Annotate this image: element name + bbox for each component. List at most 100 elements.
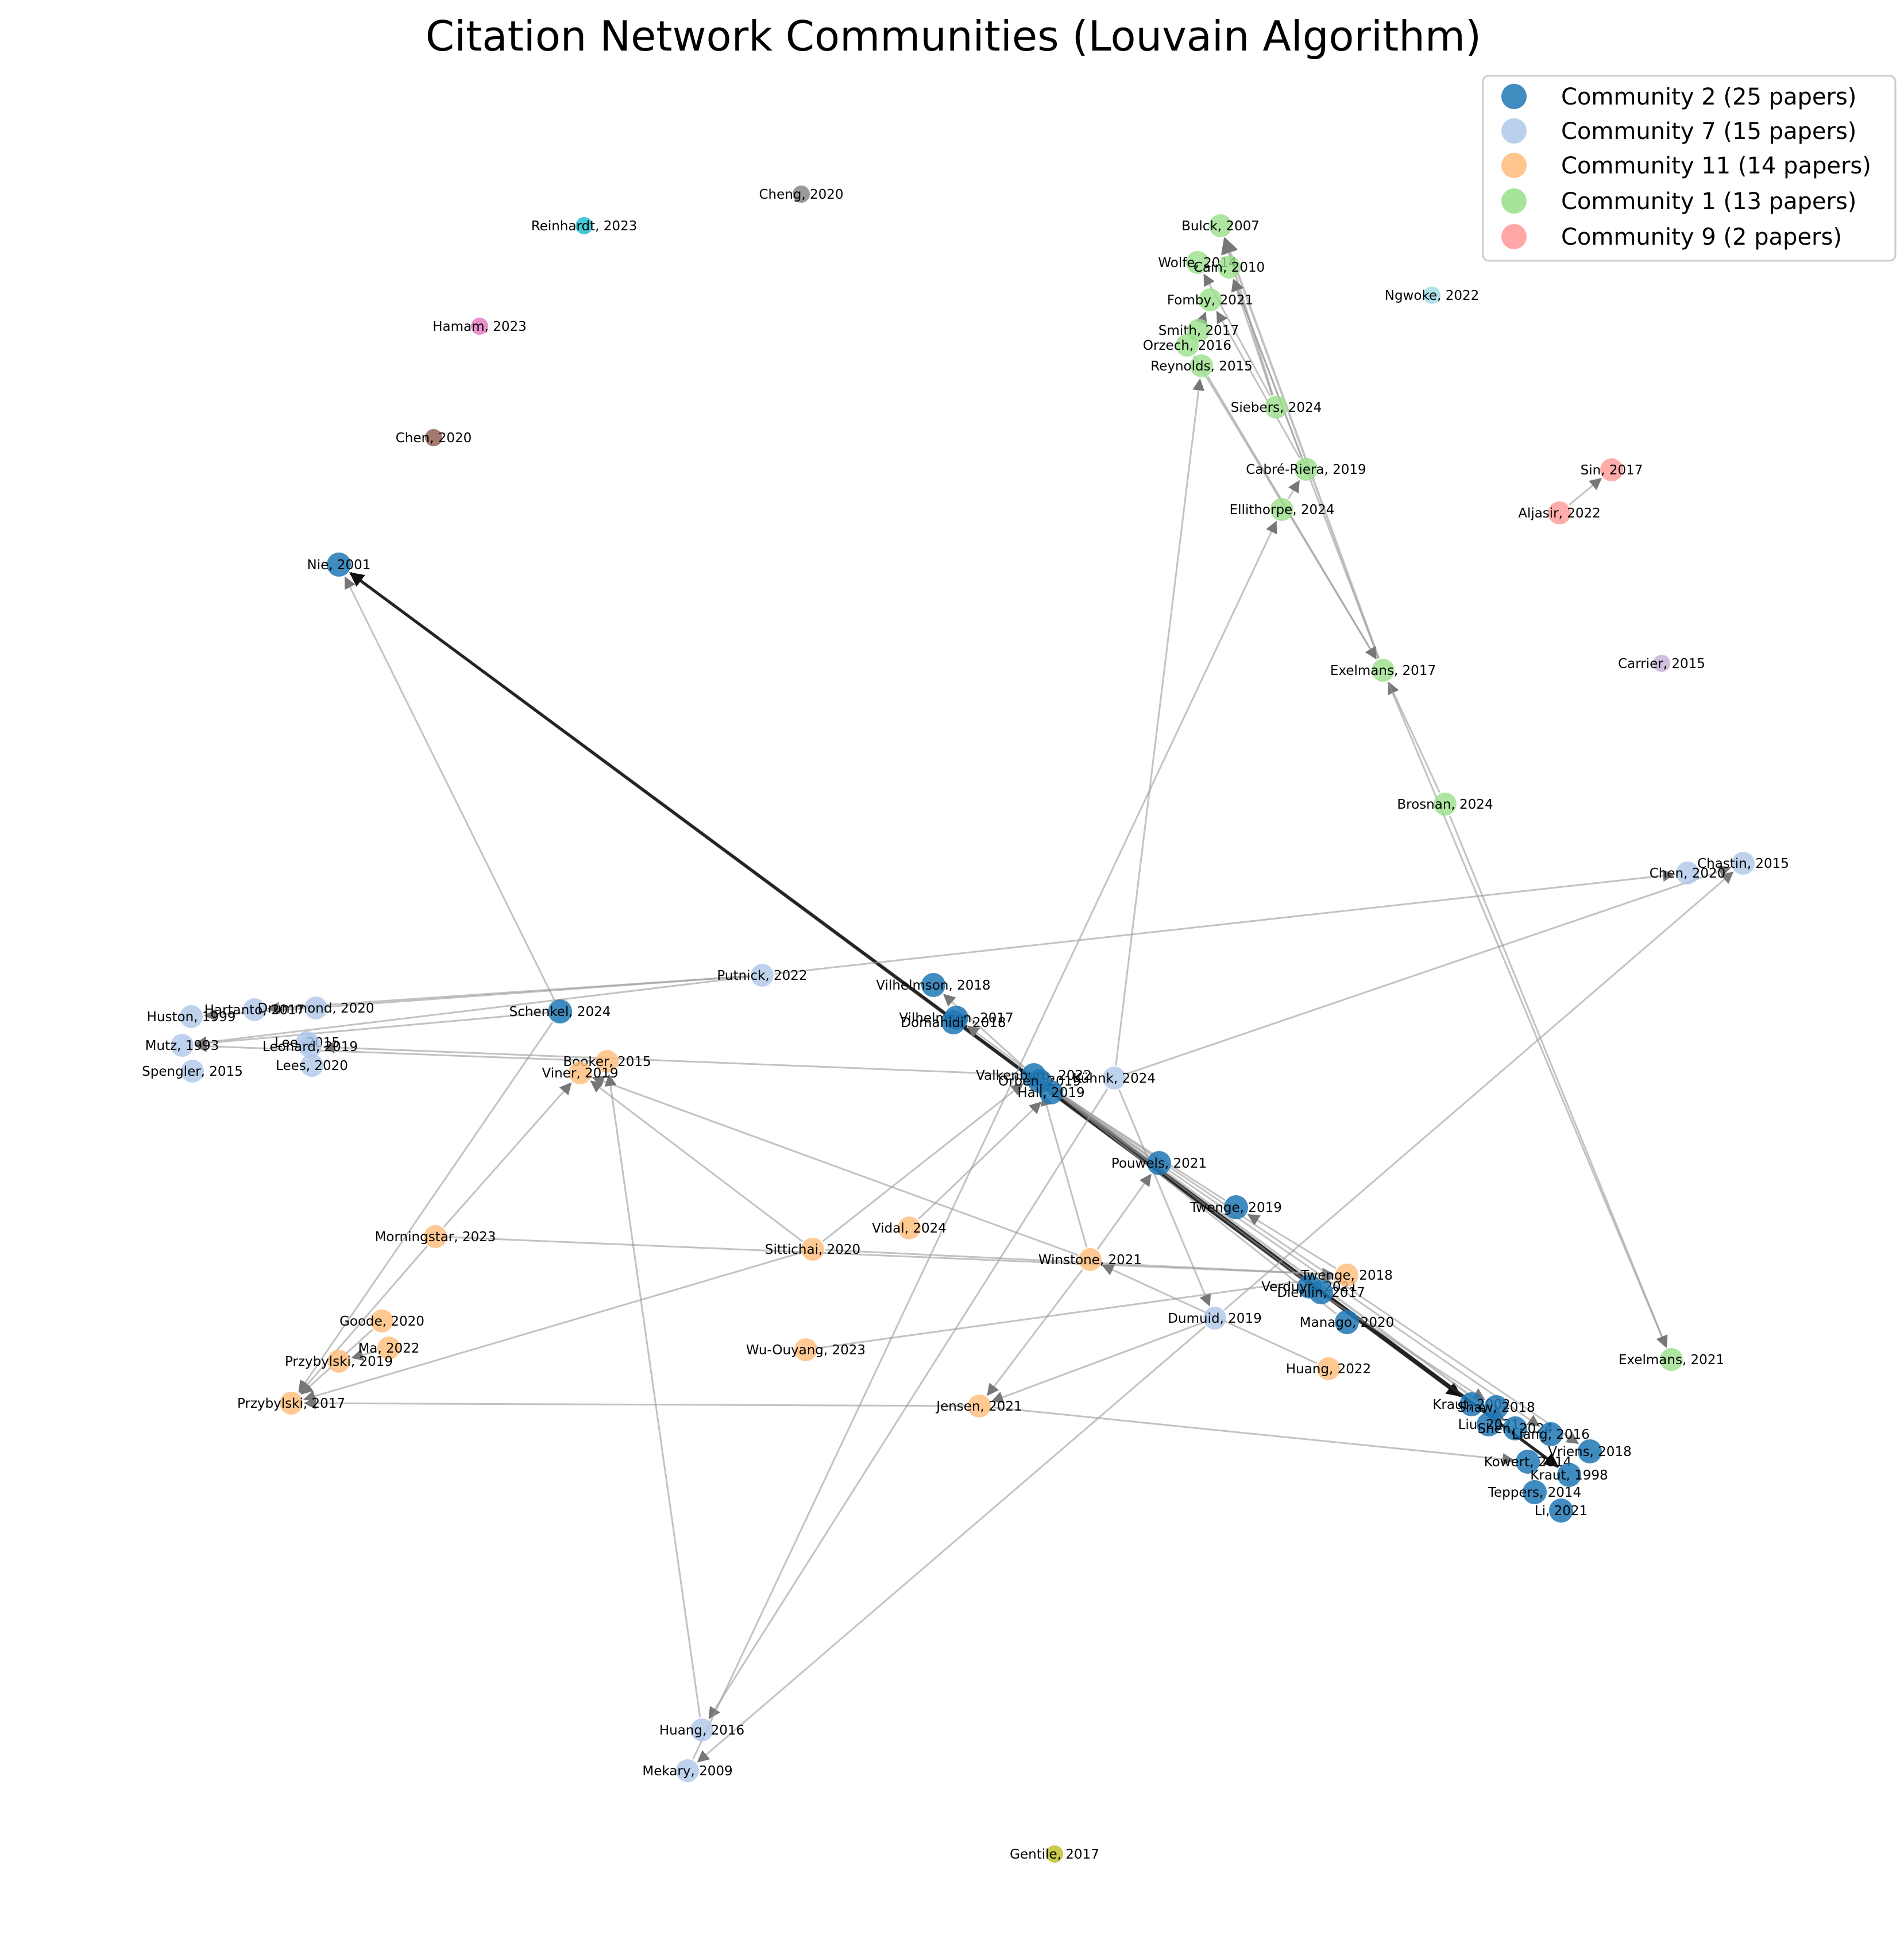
paper-node-label: Cabré-Riera, 2019 bbox=[1246, 462, 1366, 477]
paper-node-marker bbox=[370, 1310, 393, 1332]
legend-entry: Community 7 (15 papers) bbox=[1501, 118, 1856, 145]
paper-node-marker bbox=[548, 999, 572, 1023]
paper-node-marker bbox=[1539, 1422, 1563, 1446]
paper-node-label: Putnick, 2022 bbox=[717, 968, 807, 983]
paper-node-marker bbox=[1335, 1264, 1358, 1287]
paper-node: Sin, 2017 bbox=[1581, 458, 1643, 481]
nodes-layer: Cheng, 2020 Reinhardt, 2023 Hamam, 2023 Che… bbox=[142, 186, 1789, 1863]
paper-node-marker bbox=[304, 996, 327, 1019]
paper-node-label: Dumuid, 2019 bbox=[1168, 1311, 1261, 1326]
paper-node-label: Brosnan, 2024 bbox=[1397, 797, 1493, 812]
paper-node-marker bbox=[424, 1225, 447, 1248]
paper-node: Shaw, 2018 bbox=[1457, 1395, 1535, 1419]
citation-edge bbox=[1050, 1087, 1540, 1427]
paper-node-label: Huston, 1999 bbox=[147, 1010, 236, 1025]
paper-node: Viner, 2019 bbox=[542, 1061, 619, 1084]
paper-node: Sittichai, 2020 bbox=[765, 1238, 860, 1261]
paper-node-marker bbox=[471, 318, 488, 335]
paper-node: Wu-Ouyang, 2023 bbox=[746, 1338, 866, 1361]
paper-node: Orzech, 2016 bbox=[1143, 334, 1231, 357]
paper-node-label: Teppers, 2014 bbox=[1488, 1485, 1581, 1500]
paper-node-marker bbox=[1265, 396, 1288, 419]
paper-node-label: Pouwels, 2021 bbox=[1111, 1156, 1207, 1171]
paper-node-label: Wu-Ouyang, 2023 bbox=[746, 1343, 866, 1358]
paper-node-marker bbox=[243, 998, 266, 1021]
paper-node-label: Twenge, 2018 bbox=[1300, 1268, 1393, 1283]
paper-node: Ma, 2022 bbox=[358, 1337, 420, 1359]
citation-edge bbox=[1118, 1089, 1211, 1307]
paper-node-marker bbox=[1335, 1310, 1359, 1334]
paper-node-marker bbox=[569, 1061, 592, 1084]
legend: Community 2 (25 papers) Community 7 (15 … bbox=[1482, 75, 1897, 262]
paper-node-label: Domahidi, 2018 bbox=[901, 1015, 1006, 1030]
paper-node: Bulck, 2007 bbox=[1181, 214, 1260, 237]
paper-node: Reinhardt, 2023 bbox=[531, 217, 637, 234]
paper-node: Przybylski, 2019 bbox=[285, 1350, 393, 1373]
paper-node-marker bbox=[181, 1060, 204, 1083]
paper-node: Cabré-Riera, 2019 bbox=[1246, 458, 1366, 481]
paper-node: Goode, 2020 bbox=[339, 1310, 424, 1332]
paper-node: Orben, 2019 bbox=[998, 1069, 1081, 1093]
citation-edge bbox=[590, 1080, 804, 1242]
paper-node: Twenge, 2019 bbox=[1189, 1195, 1282, 1219]
paper-node-label: Winstone, 2021 bbox=[1038, 1253, 1142, 1268]
citation-edge bbox=[1096, 1173, 1152, 1250]
citation-edge bbox=[1247, 1214, 1337, 1269]
paper-node-label: Gentile, 2017 bbox=[1010, 1847, 1099, 1862]
citation-edge bbox=[818, 1272, 1335, 1349]
paper-node: Manago, 2020 bbox=[1300, 1310, 1394, 1334]
paper-node: Drummond, 2020 bbox=[258, 996, 374, 1019]
paper-node-marker bbox=[1523, 1480, 1547, 1504]
paper-node: Dumuid, 2019 bbox=[1168, 1307, 1262, 1330]
paper-node-label: Ma, 2022 bbox=[358, 1341, 419, 1356]
paper-node-label: Mekary, 2009 bbox=[642, 1764, 732, 1779]
legend-entry: Community 9 (2 papers) bbox=[1501, 224, 1842, 250]
edges-layer bbox=[194, 237, 1734, 1763]
paper-node: Exelmans, 2021 bbox=[1619, 1348, 1724, 1371]
paper-node-label: Siebers, 2024 bbox=[1231, 400, 1322, 415]
citation-edge bbox=[1115, 378, 1205, 1066]
paper-node-marker bbox=[576, 217, 593, 234]
citation-edge bbox=[1044, 1083, 1337, 1315]
paper-node-marker bbox=[1309, 1280, 1333, 1304]
paper-node-label: Przybylski, 2019 bbox=[285, 1354, 393, 1369]
paper-node-label: Cheng, 2020 bbox=[759, 187, 843, 202]
citation-edge bbox=[991, 1406, 1515, 1466]
paper-node-label: Exelmans, 2021 bbox=[1619, 1353, 1724, 1368]
citation-edge bbox=[774, 870, 1675, 975]
citation-edge bbox=[1288, 480, 1300, 499]
citation-edge bbox=[1216, 311, 1301, 459]
paper-node: Jensen, 2021 bbox=[935, 1395, 1022, 1417]
paper-node-marker bbox=[1459, 1392, 1484, 1416]
paper-node-marker bbox=[327, 1350, 350, 1373]
paper-node-label: Manago, 2020 bbox=[1300, 1315, 1394, 1330]
citation-edge bbox=[349, 571, 1462, 1398]
paper-node: Brosnan, 2024 bbox=[1397, 793, 1493, 816]
paper-node: Carrier, 2015 bbox=[1618, 655, 1705, 672]
citation-edge bbox=[967, 1025, 1024, 1068]
paper-node: Putnick, 2022 bbox=[717, 964, 808, 987]
legend-marker bbox=[1501, 153, 1527, 178]
paper-node-label: Mutz, 1993 bbox=[145, 1038, 219, 1053]
paper-node: Domahidi, 2018 bbox=[901, 1010, 1006, 1034]
paper-node-marker bbox=[377, 1337, 400, 1359]
paper-node-label: Sin, 2017 bbox=[1581, 463, 1643, 478]
citation-edge bbox=[1044, 1081, 1505, 1421]
paper-node-label: Viner, 2019 bbox=[542, 1066, 619, 1081]
paper-node-marker bbox=[1190, 354, 1213, 377]
paper-node-label: Cain, 2010 bbox=[1194, 260, 1265, 275]
legend-box bbox=[1482, 75, 1897, 262]
paper-node-label: Huang, 2022 bbox=[1286, 1362, 1371, 1377]
paper-node-marker bbox=[596, 1050, 619, 1073]
paper-node: Twenge, 2018 bbox=[1300, 1264, 1393, 1287]
paper-node-label: Reynolds, 2015 bbox=[1150, 359, 1253, 374]
citation-edge bbox=[1040, 1094, 1088, 1248]
citation-edge bbox=[322, 1041, 1021, 1076]
paper-node-marker bbox=[676, 1759, 699, 1782]
paper-node-label: Hartanto, 2017 bbox=[204, 1003, 305, 1018]
paper-node-marker bbox=[1199, 288, 1222, 311]
paper-node-marker bbox=[1039, 1080, 1063, 1104]
paper-node: Mekary, 2009 bbox=[642, 1759, 733, 1782]
citation-edge bbox=[298, 1022, 554, 1393]
